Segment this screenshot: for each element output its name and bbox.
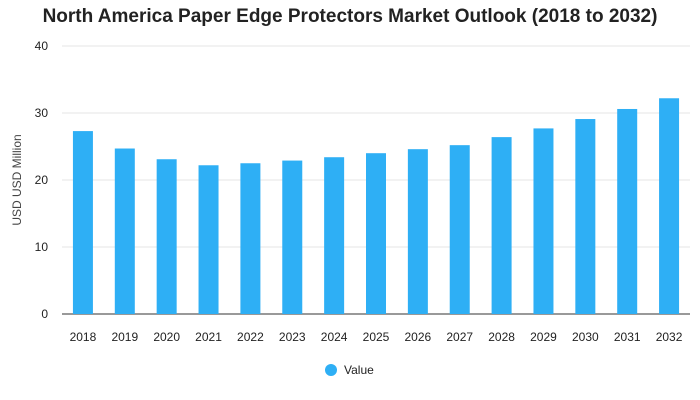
y-tick-label: 10: [35, 240, 49, 254]
y-tick-label: 40: [35, 39, 49, 53]
chart-title: North America Paper Edge Protectors Mark…: [42, 6, 658, 27]
y-axis-title: USD USD Million: [10, 134, 24, 225]
x-tick-label: 2028: [488, 330, 515, 344]
y-tick-label: 20: [35, 173, 49, 187]
legend-label: Value: [344, 363, 374, 377]
x-tick-label: 2030: [572, 330, 599, 344]
bar-2018: [72, 131, 93, 314]
x-tick-label: 2020: [153, 330, 180, 344]
bar-2021: [198, 165, 219, 314]
x-tick-label: 2026: [405, 330, 432, 344]
x-tick-label: 2022: [237, 330, 264, 344]
bar-2031: [617, 108, 638, 314]
x-tick-label: 2023: [279, 330, 306, 344]
bar-2029: [533, 128, 554, 314]
bar-2019: [114, 148, 135, 314]
bar-2022: [240, 163, 261, 314]
bar-2027: [449, 145, 470, 314]
y-tick-label: 30: [35, 106, 49, 120]
x-tick-label: 2029: [530, 330, 557, 344]
legend-marker: [325, 364, 337, 376]
x-tick-label: 2019: [111, 330, 138, 344]
y-tick-label: 0: [41, 307, 48, 321]
x-tick-label: 2025: [363, 330, 390, 344]
bar-2030: [575, 119, 596, 314]
bar-2032: [659, 98, 680, 314]
bar-2024: [324, 157, 345, 314]
x-tick-label: 2032: [656, 330, 683, 344]
bar-2023: [282, 160, 303, 314]
bar-2028: [491, 137, 512, 314]
bar-2020: [156, 159, 177, 314]
x-tick-label: 2024: [321, 330, 348, 344]
x-tick-label: 2031: [614, 330, 641, 344]
x-tick-label: 2018: [70, 330, 97, 344]
bar-2026: [407, 149, 428, 314]
bar-2025: [366, 153, 386, 314]
x-tick-label: 2027: [446, 330, 473, 344]
x-tick-label: 2021: [195, 330, 222, 344]
